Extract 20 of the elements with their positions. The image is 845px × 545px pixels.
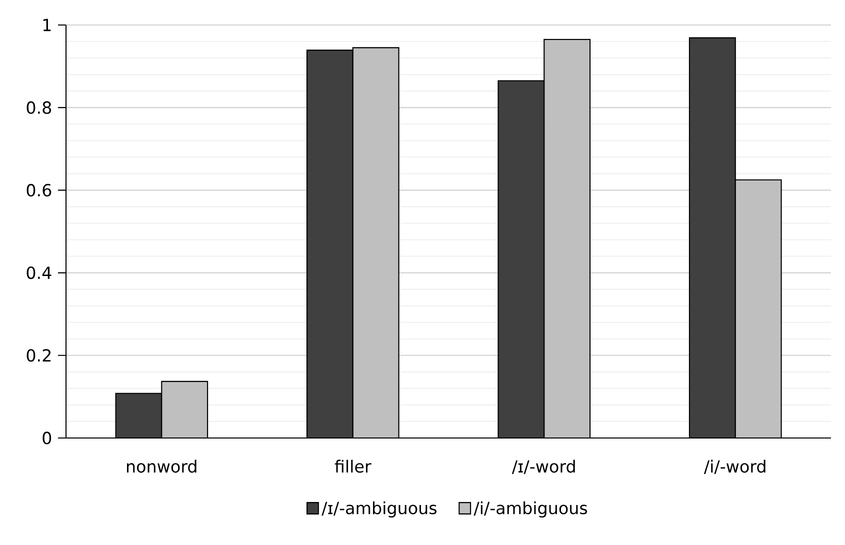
bar bbox=[688, 37, 736, 438]
y-tick-label: 0.2 bbox=[26, 349, 51, 362]
x-tick-label: /i/-word bbox=[704, 460, 766, 474]
x-tick-label: filler bbox=[334, 460, 372, 473]
bar bbox=[306, 50, 353, 438]
y-tick-label: 0 bbox=[42, 432, 52, 444]
bar bbox=[116, 393, 162, 438]
y-tick-label: 0.8 bbox=[26, 101, 52, 114]
y-tick-label: 1 bbox=[43, 18, 51, 32]
bar bbox=[352, 48, 399, 438]
x-tick-label: nonword bbox=[126, 460, 196, 473]
bar bbox=[544, 39, 590, 438]
y-tick-label: 0.6 bbox=[26, 184, 52, 196]
legend-label: /i/-ambiguous bbox=[474, 501, 588, 518]
x-tick-label: /ɪ/-word bbox=[512, 460, 575, 474]
y-tick-label: 0.4 bbox=[26, 266, 52, 280]
legend-label: /ɪ/-ambiguous bbox=[322, 501, 436, 518]
bar bbox=[498, 80, 544, 438]
bar bbox=[734, 179, 782, 438]
bar bbox=[162, 381, 208, 438]
